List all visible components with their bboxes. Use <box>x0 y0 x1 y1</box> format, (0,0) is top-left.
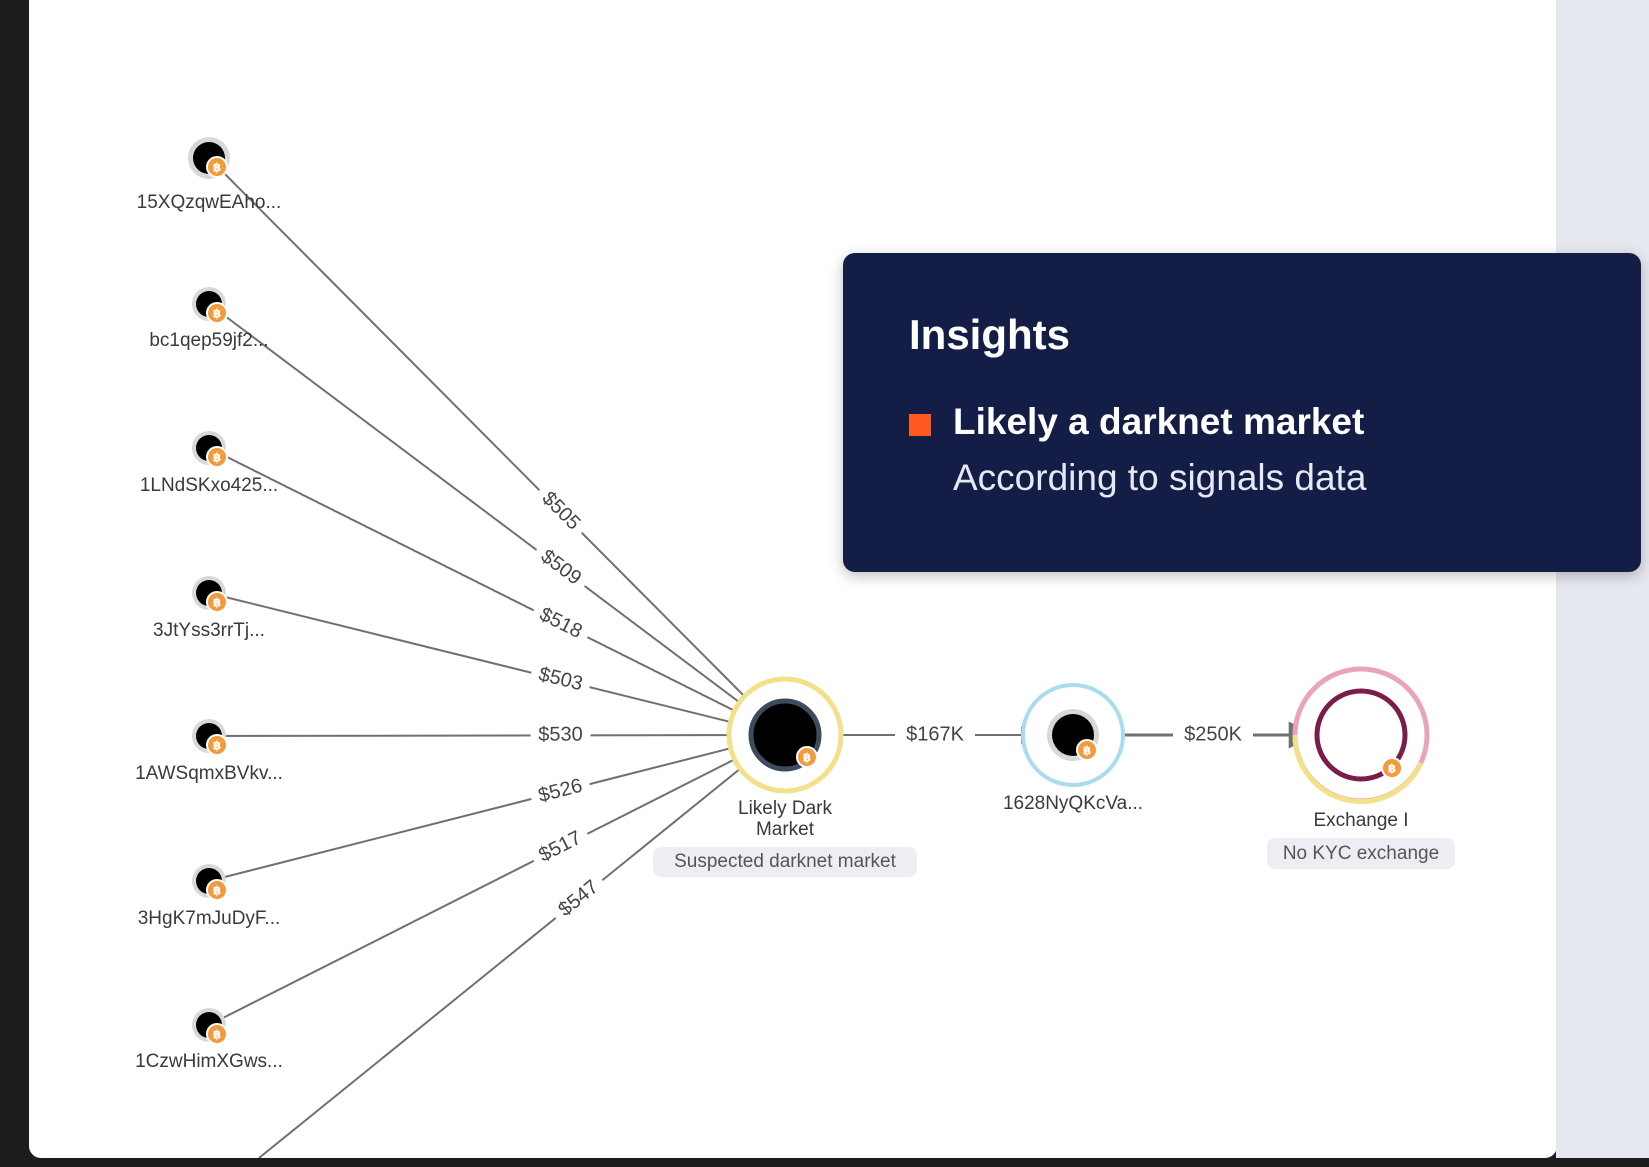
edge-label-bg <box>528 771 593 812</box>
bitcoin-icon-circle <box>206 591 228 613</box>
flow-edge-label-bg <box>1173 722 1253 748</box>
bitcoin-icon-circle <box>206 156 228 178</box>
edge-src6 <box>208 734 769 882</box>
source-node-src5: ฿ <box>192 719 228 756</box>
bitcoin-icon: ฿ <box>206 156 228 178</box>
market-node-label-line1: Likely Dark <box>738 798 832 819</box>
bitcoin-icon-glyph: ฿ <box>213 596 221 610</box>
bitcoin-icon-glyph: ฿ <box>213 451 221 465</box>
bitcoin-icon-glyph: ฿ <box>213 161 221 175</box>
bitcoin-icon: ฿ <box>206 446 228 468</box>
edge-amount-label: $530 <box>538 724 583 746</box>
market-node-label-line2: Market <box>756 819 815 840</box>
bitcoin-icon-glyph: ฿ <box>213 307 221 321</box>
source-node-src4: ฿ <box>192 576 228 613</box>
flow-amount-label: $167K <box>906 723 964 745</box>
edge-src5 <box>208 726 769 745</box>
source-node-label: 1AWSqmxBVkv... <box>135 763 283 784</box>
edge-src2 <box>208 303 769 725</box>
exchange-node-label: Exchange I <box>1313 810 1408 831</box>
source-node-label: 15XQzqwEAho... <box>137 192 282 213</box>
insight-detail: According to signals data <box>953 457 1367 498</box>
flow-edge-label-bg <box>895 722 975 748</box>
market-node: ฿ <box>726 676 844 794</box>
exchange-node-tag: No KYC exchange <box>1283 843 1439 864</box>
source-node-label: 3HgK7mJuDyF... <box>138 908 281 929</box>
edge-src1 <box>208 157 769 721</box>
bitcoin-icon-circle <box>1076 739 1098 761</box>
edge-src8 <box>258 745 769 1158</box>
flow-amount-label: $250K <box>1184 723 1242 745</box>
bitcoin-icon: ฿ <box>206 879 228 901</box>
bitcoin-icon: ฿ <box>206 591 228 613</box>
exchange-node-ring-arc <box>1292 734 1424 804</box>
edge-label-bg <box>547 870 611 929</box>
side-panel <box>1556 0 1649 1158</box>
edge-label-bg <box>530 722 591 749</box>
bitcoin-icon: ฿ <box>1076 739 1098 761</box>
source-node-label: bc1qep59jf2... <box>149 330 268 351</box>
source-node-label: 3JtYss3rrTj... <box>153 620 265 641</box>
source-node-label: 1LNdSKxo425... <box>140 475 278 496</box>
bitcoin-icon-glyph: ฿ <box>213 739 221 753</box>
bitcoin-icon-glyph: ฿ <box>1388 762 1396 776</box>
bitcoin-icon-circle <box>206 879 228 901</box>
bitcoin-icon-circle <box>796 746 818 768</box>
middle-node: ฿ <box>1021 683 1125 787</box>
edge-label-bg <box>527 822 594 873</box>
source-node-src6: ฿ <box>192 864 228 901</box>
middle-node-label: 1628NyQKcVa... <box>1003 793 1143 814</box>
bitcoin-icon: ฿ <box>206 302 228 324</box>
graph-canvas[interactable]: $505 $509 $518 $503 $530 $526 $517 $547 $167K $25… <box>29 0 1557 1158</box>
bitcoin-icon: ฿ <box>206 734 228 756</box>
source-node-src3: ฿ <box>192 431 228 468</box>
bitcoin-icon-circle <box>206 1023 228 1045</box>
bitcoin-icon-glyph: ฿ <box>1083 744 1091 758</box>
edge-label-bg <box>527 598 594 649</box>
bitcoin-icon-circle <box>206 446 228 468</box>
exchange-node-inner <box>1314 688 1408 782</box>
market-node-tag: Suspected darknet market <box>674 851 897 872</box>
edge-amount-label: $526 <box>536 775 585 807</box>
edge-src7 <box>208 742 769 1026</box>
bitcoin-icon-circle <box>206 302 228 324</box>
source-node-src2: ฿ <box>192 287 228 324</box>
edges-layer <box>208 157 1316 1158</box>
exchange-node-tag-bg <box>1267 838 1455 869</box>
insight-marker-square <box>909 414 931 436</box>
market-node-tag-bg <box>653 847 917 877</box>
bitcoin-icon-glyph: ฿ <box>213 884 221 898</box>
edge-amount-label: $503 <box>536 663 584 695</box>
bitcoin-icon: ฿ <box>1381 757 1403 779</box>
transaction-graph[interactable]: $505$509$518$503$530$526$517$547$167K $25… <box>29 0 1557 1158</box>
edge-src3 <box>208 447 769 728</box>
insights-title: Insights <box>909 311 1071 358</box>
source-node-label: 1CzwHimXGws... <box>135 1051 283 1072</box>
nodes-layer: ฿ 15XQzqwEAho... ฿ bc1qep59jf2... ฿ 1LNdSKxo4… <box>135 137 1455 1072</box>
source-node-src7: ฿ <box>192 1008 228 1045</box>
source-node-src1: ฿ <box>188 137 230 179</box>
exchange-node: ฿ <box>1292 666 1430 804</box>
edge-label-bg <box>530 480 591 542</box>
bitcoin-icon-glyph: ฿ <box>213 1028 221 1042</box>
edge-labels-layer: $505$509$518$503$530$526$517$547$167K $25… <box>527 480 1253 929</box>
bitcoin-icon-glyph: ฿ <box>803 751 811 765</box>
bitcoin-icon: ฿ <box>206 1023 228 1045</box>
insight-heading: Likely a darknet market <box>953 401 1365 442</box>
bitcoin-icon-circle <box>1381 757 1403 779</box>
bitcoin-icon-circle <box>206 734 228 756</box>
edge-label-bg <box>528 660 593 700</box>
bitcoin-icon: ฿ <box>796 746 818 768</box>
edge-src4 <box>208 592 769 736</box>
edge-label-bg <box>528 539 593 597</box>
insights-card: Insights Likely a darknet market Accordi… <box>843 253 1641 572</box>
